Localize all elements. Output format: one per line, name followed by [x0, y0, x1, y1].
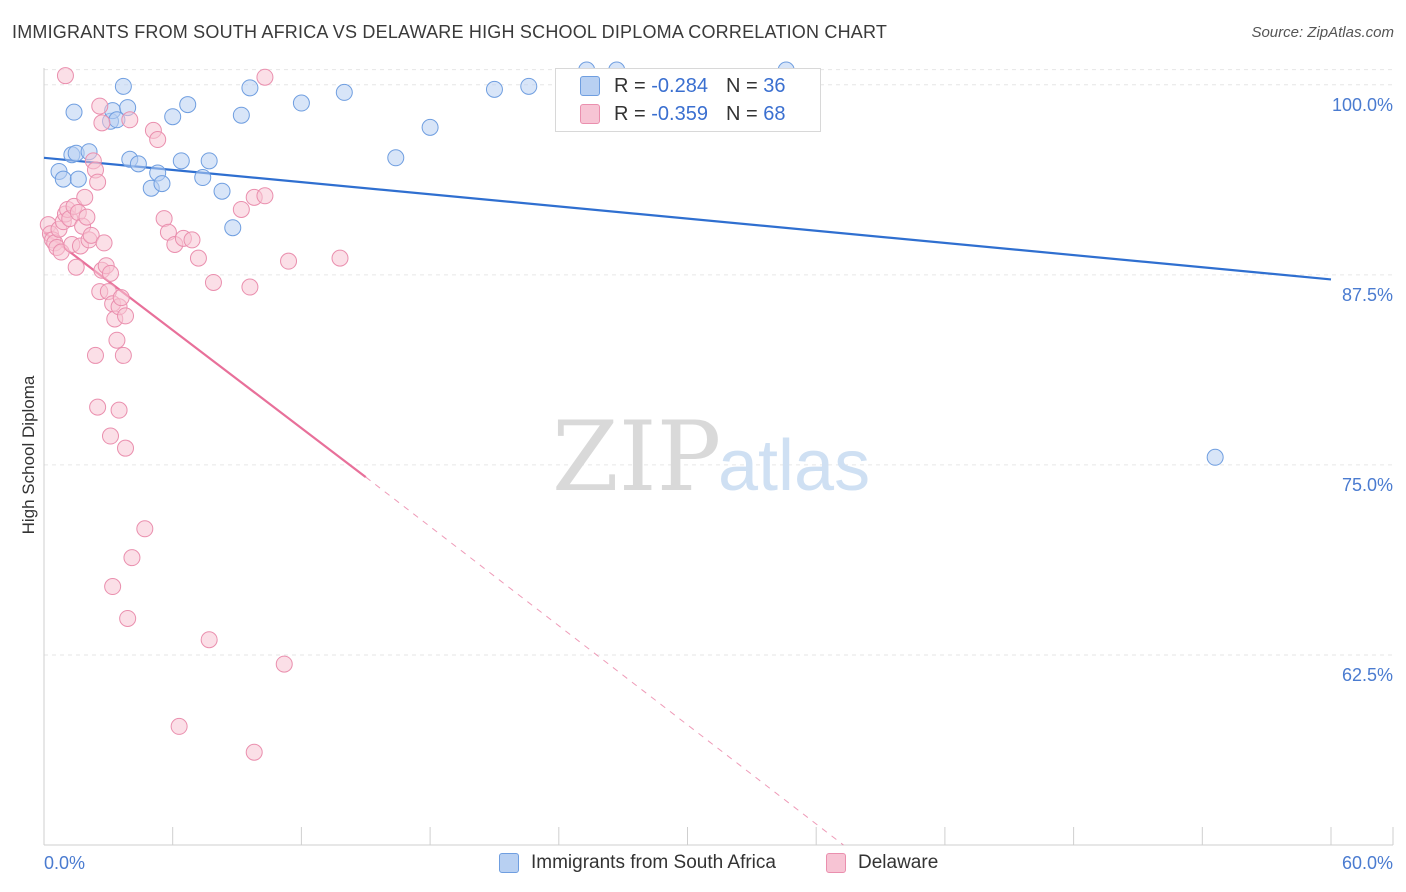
point-south-africa [232, 106, 250, 124]
point-delaware [101, 427, 119, 445]
point-delaware [183, 231, 201, 249]
legend-item-south-africa[interactable]: Immigrants from South Africa [499, 852, 776, 874]
point-delaware [56, 67, 74, 85]
x-tick-label-min: 0.0% [44, 853, 85, 873]
legend-n-value: 68 [763, 102, 786, 125]
point-south-africa [164, 108, 182, 126]
point-delaware [149, 131, 167, 149]
legend-swatch-pink [826, 853, 846, 873]
watermark: ZIP atlas [552, 401, 870, 513]
point-south-africa [200, 152, 218, 170]
point-delaware [89, 173, 107, 191]
point-delaware [280, 252, 298, 270]
point-delaware [110, 401, 128, 419]
stats-legend: R = -0.284 N = 36 R = -0.359 N = 68 [555, 68, 821, 132]
y-tick-label: 62.5% [1342, 665, 1393, 685]
point-delaware [241, 278, 259, 296]
point-delaware [256, 68, 274, 86]
point-delaware [76, 188, 94, 206]
point-delaware [101, 264, 119, 282]
point-south-africa [65, 103, 83, 121]
watermark-zip: ZIP [552, 401, 721, 513]
point-delaware [112, 289, 130, 307]
point-delaware [104, 578, 122, 596]
point-delaware [245, 743, 263, 761]
trend-line-dashed-delaware [365, 476, 844, 846]
point-delaware [121, 111, 139, 129]
legend-r-value: -0.284 [651, 74, 708, 97]
point-south-africa [172, 152, 190, 170]
y-axis-label: High School Diploma [19, 375, 38, 534]
legend-row-south-africa: R = -0.284 N = 36 [580, 73, 785, 99]
point-delaware [275, 655, 293, 673]
legend-swatch-blue [499, 853, 519, 873]
point-delaware [86, 346, 104, 364]
axes [43, 68, 1394, 846]
grid-lines [44, 69, 1393, 656]
point-delaware [189, 249, 207, 267]
y-tick-label: 100.0% [1332, 95, 1393, 115]
point-south-africa [387, 149, 405, 167]
legend-item-delaware[interactable]: Delaware [826, 852, 938, 874]
point-delaware [256, 187, 274, 205]
point-delaware [123, 549, 141, 567]
legend-n-label: N = [725, 74, 758, 97]
point-south-africa [114, 77, 132, 95]
point-south-africa [153, 175, 171, 193]
legend-r-label: R = [614, 102, 646, 125]
point-delaware [91, 97, 109, 115]
point-delaware [95, 234, 113, 252]
legend-n-label: N = [725, 102, 758, 125]
point-south-africa [485, 80, 503, 98]
y-tick-label: 87.5% [1342, 285, 1393, 305]
point-delaware [114, 346, 132, 364]
point-south-africa [179, 96, 197, 114]
y-tick-labels: 100.0% 87.5% 75.0% 62.5% [1332, 95, 1393, 685]
point-delaware [119, 609, 137, 627]
chart-title: IMMIGRANTS FROM SOUTH AFRICA VS DELAWARE… [12, 22, 888, 42]
point-south-africa [54, 170, 72, 188]
chart-source: Source: ZipAtlas.com [1251, 24, 1394, 41]
legend-label-south-africa: Immigrants from South Africa [531, 852, 776, 873]
point-delaware [117, 439, 135, 457]
point-south-africa [213, 182, 231, 200]
trend-line-south-africa [43, 156, 1332, 281]
point-delaware [117, 307, 135, 325]
point-delaware [200, 631, 218, 649]
point-delaware [232, 200, 250, 218]
point-delaware [331, 249, 349, 267]
point-delaware [108, 331, 126, 349]
point-delaware [89, 398, 107, 416]
point-south-africa [1206, 448, 1224, 466]
point-south-africa [194, 169, 212, 187]
point-south-africa [421, 118, 439, 136]
point-south-africa [69, 170, 87, 188]
point-delaware [67, 258, 85, 276]
legend-row-delaware: R = -0.359 N = 68 [580, 101, 785, 127]
point-south-africa [224, 219, 242, 237]
legend-r-label: R = [614, 74, 646, 97]
point-south-africa [335, 83, 353, 101]
watermark-atlas: atlas [718, 426, 870, 506]
point-delaware [78, 208, 96, 226]
legend-label-delaware: Delaware [858, 852, 939, 873]
legend-r-value: -0.359 [651, 102, 708, 125]
legend-swatch-pink [580, 104, 600, 124]
x-tick-label-max: 60.0% [1342, 853, 1393, 873]
legend-n-value: 36 [763, 74, 786, 97]
point-delaware [136, 520, 154, 538]
point-south-africa [520, 77, 538, 95]
point-south-africa [129, 155, 147, 173]
point-south-africa [241, 79, 259, 97]
point-delaware [170, 717, 188, 735]
legend-swatch-blue [580, 76, 600, 96]
point-delaware [93, 114, 111, 132]
point-delaware [82, 226, 100, 244]
point-delaware [204, 273, 222, 291]
point-south-africa [292, 94, 310, 112]
y-tick-label: 75.0% [1342, 475, 1393, 495]
